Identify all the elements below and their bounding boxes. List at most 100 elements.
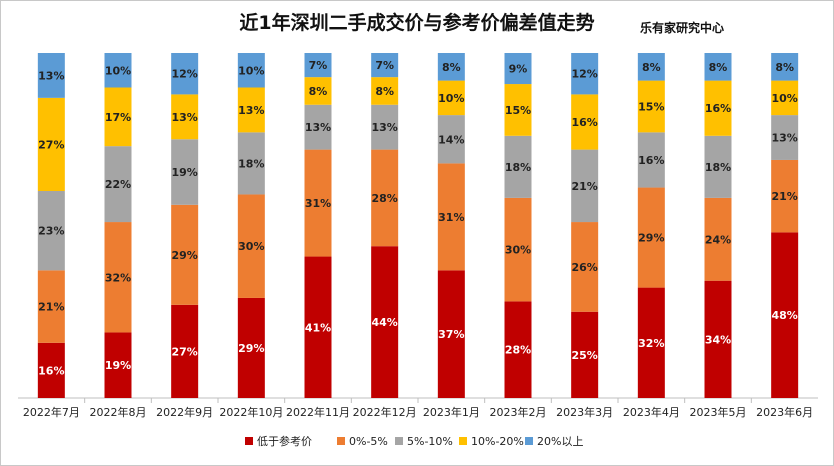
data-label: 18% bbox=[238, 157, 264, 170]
bar-segment bbox=[571, 94, 599, 150]
bar-segment bbox=[571, 222, 599, 312]
brand-label: 乐有家研究中心 bbox=[640, 21, 725, 35]
bar-segment bbox=[637, 80, 665, 133]
bar-segment bbox=[104, 87, 132, 147]
data-label: 16% bbox=[38, 364, 64, 377]
data-label: 13% bbox=[238, 104, 264, 117]
legend-label: 0%-5% bbox=[349, 435, 388, 448]
bar-segment bbox=[504, 84, 532, 136]
bar-segment bbox=[437, 163, 465, 271]
data-label: 15% bbox=[505, 104, 531, 117]
data-label: 27% bbox=[171, 345, 197, 358]
bar-segment bbox=[171, 139, 199, 205]
legend-label: 5%-10% bbox=[407, 435, 453, 448]
data-label: 41% bbox=[305, 321, 331, 334]
bar-segment bbox=[637, 287, 665, 398]
bar-segment bbox=[304, 77, 332, 105]
x-tick-label: 2023年2月 bbox=[490, 405, 547, 419]
bar-segment bbox=[637, 187, 665, 288]
bar-segment bbox=[104, 222, 132, 333]
data-label: 19% bbox=[171, 166, 197, 179]
data-label: 16% bbox=[705, 102, 731, 115]
x-tick-label: 2022年9月 bbox=[156, 405, 213, 419]
legend-swatch bbox=[459, 437, 467, 445]
bar-segment bbox=[437, 80, 465, 116]
bar-segment bbox=[704, 135, 732, 198]
bar-segment bbox=[371, 149, 399, 247]
data-label: 32% bbox=[638, 337, 664, 350]
chart-title: 近1年深圳二手成交价与参考价偏差值走势 bbox=[239, 12, 595, 34]
legend-label: 低于参考价 bbox=[257, 434, 312, 448]
x-tick-label: 2022年7月 bbox=[23, 405, 80, 419]
x-tick-label: 2023年5月 bbox=[690, 405, 747, 419]
data-label: 31% bbox=[438, 211, 464, 224]
data-label: 32% bbox=[105, 271, 131, 284]
data-label: 12% bbox=[571, 68, 597, 81]
x-tick-label: 2022年10月 bbox=[219, 405, 283, 419]
data-label: 18% bbox=[505, 161, 531, 174]
data-label: 21% bbox=[771, 190, 797, 203]
data-label: 7% bbox=[309, 59, 328, 72]
x-tick-label: 2022年12月 bbox=[353, 405, 417, 419]
bar-segment bbox=[704, 197, 732, 281]
bar-segment bbox=[104, 332, 132, 398]
data-label: 30% bbox=[238, 240, 264, 253]
legend-label: 10%-20% bbox=[471, 435, 524, 448]
bar-segment bbox=[237, 297, 265, 398]
bar-segment bbox=[771, 80, 799, 116]
bar-segment bbox=[37, 97, 65, 191]
data-label: 44% bbox=[371, 316, 397, 329]
bar-segment bbox=[637, 53, 665, 81]
bar-segment bbox=[437, 115, 465, 164]
bar-segment bbox=[437, 270, 465, 398]
legend-swatch bbox=[337, 437, 345, 445]
data-label: 8% bbox=[375, 85, 394, 98]
data-label: 29% bbox=[638, 232, 664, 245]
data-label: 22% bbox=[105, 178, 131, 191]
data-label: 19% bbox=[105, 359, 131, 372]
bar-segment bbox=[704, 80, 732, 136]
bar-segment bbox=[504, 197, 532, 302]
data-label: 10% bbox=[238, 64, 264, 77]
bar-segment bbox=[771, 232, 799, 398]
bar-segment bbox=[371, 77, 399, 105]
bar-segment bbox=[37, 270, 65, 343]
data-label: 23% bbox=[38, 225, 64, 238]
data-label: 30% bbox=[505, 244, 531, 257]
data-label: 29% bbox=[171, 249, 197, 262]
bar-segment bbox=[504, 135, 532, 198]
bar-segment bbox=[504, 301, 532, 398]
data-label: 8% bbox=[442, 61, 461, 74]
data-label: 18% bbox=[705, 161, 731, 174]
bar-segment bbox=[371, 53, 399, 78]
x-tick-label: 2023年6月 bbox=[756, 405, 813, 419]
data-label: 31% bbox=[305, 197, 331, 210]
bar-segment bbox=[371, 246, 399, 398]
legend-swatch bbox=[245, 437, 253, 445]
bar-segment bbox=[304, 53, 332, 78]
legend-swatch bbox=[525, 437, 533, 445]
bar-segment bbox=[304, 256, 332, 398]
data-label: 10% bbox=[438, 92, 464, 105]
data-label: 28% bbox=[371, 192, 397, 205]
data-label: 13% bbox=[771, 132, 797, 145]
data-label: 15% bbox=[638, 100, 664, 113]
data-label: 10% bbox=[771, 92, 797, 105]
data-label: 12% bbox=[171, 68, 197, 81]
data-label: 16% bbox=[571, 116, 597, 129]
data-label: 13% bbox=[38, 69, 64, 82]
bar-segment bbox=[571, 149, 599, 223]
data-label: 9% bbox=[509, 63, 528, 76]
data-label: 17% bbox=[105, 111, 131, 124]
data-label: 8% bbox=[309, 85, 328, 98]
bar-segment bbox=[104, 53, 132, 88]
bar-segment bbox=[37, 53, 65, 98]
bar-segment bbox=[104, 146, 132, 223]
data-label: 7% bbox=[375, 59, 394, 72]
data-label: 25% bbox=[571, 349, 597, 362]
legend-swatch bbox=[395, 437, 403, 445]
bar-segment bbox=[771, 159, 799, 233]
bar-segment bbox=[171, 304, 199, 398]
data-label: 8% bbox=[642, 61, 661, 74]
